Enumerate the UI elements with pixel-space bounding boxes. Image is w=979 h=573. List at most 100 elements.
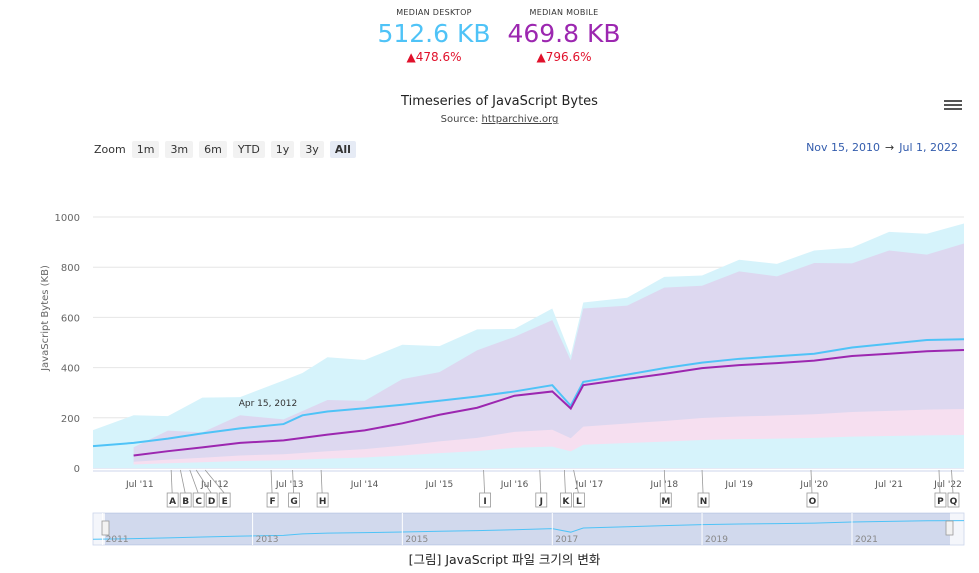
annotation-stem xyxy=(270,469,273,494)
annotation-letter: J xyxy=(539,497,543,507)
desktop-median-line xyxy=(92,338,965,448)
annotation-flag xyxy=(316,492,329,508)
annotation-stem xyxy=(195,469,212,494)
navigator-label: 2015 xyxy=(405,535,428,545)
annotation-stem xyxy=(563,469,566,494)
annotation-stem xyxy=(539,469,542,494)
annotation-stem xyxy=(189,469,199,494)
kpi-mobile: MEDIAN MOBILE 469.8 KB ▲796.6% xyxy=(484,8,644,64)
kpi-desktop: MEDIAN DESKTOP 512.6 KB ▲478.6% xyxy=(354,8,514,64)
chart-title: Timeseries of JavaScript Bytes xyxy=(401,94,598,109)
kpi-mobile-change: ▲796.6% xyxy=(536,50,592,64)
annotation-flag xyxy=(218,492,231,508)
annotation-stem xyxy=(663,469,666,494)
annotation-stem xyxy=(938,469,941,494)
range-from[interactable]: Nov 15, 2010 xyxy=(806,141,881,154)
annotation-stem xyxy=(701,469,704,494)
navigator-label: 2017 xyxy=(555,535,578,545)
x-tick-label: Jul '14 xyxy=(350,480,379,490)
annotation-letter: I xyxy=(483,497,486,507)
navigator-label: 2013 xyxy=(256,535,279,545)
x-tick-label: Jul '18 xyxy=(649,480,678,490)
x-tick-label: Jul '12 xyxy=(200,480,229,490)
annotation-letter: B xyxy=(182,497,189,507)
navigator-left-handle[interactable] xyxy=(101,520,110,536)
y-tick-label: 400 xyxy=(61,364,80,375)
annotation-flag xyxy=(559,492,572,508)
annotation-stem xyxy=(951,469,954,494)
x-tick-label: Jul '11 xyxy=(125,480,154,490)
annotation-flag xyxy=(179,492,192,508)
annotation-flag xyxy=(659,492,672,508)
annotation-letter: N xyxy=(700,497,708,507)
annotation-stem xyxy=(292,469,294,494)
annotation-stem xyxy=(204,469,225,494)
annotation-flag xyxy=(806,492,819,508)
zoom-controls: Zoom 1m 3m 6m YTD 1y 3y All xyxy=(94,140,362,158)
annotation-flag xyxy=(697,492,710,508)
y-tick-label: 800 xyxy=(61,263,80,274)
annotation-stem xyxy=(483,469,485,494)
x-tick-label: Jul '16 xyxy=(500,480,529,490)
annotation-flag xyxy=(166,492,179,508)
hamburger-menu-icon[interactable] xyxy=(944,98,962,114)
zoom-label: Zoom xyxy=(94,142,126,156)
annotation-letter: D xyxy=(208,497,215,507)
zoom-all-button[interactable]: All xyxy=(329,140,356,158)
annotation-flag xyxy=(192,492,205,508)
x-tick-label: Jul '17 xyxy=(575,480,604,490)
annotation-stem xyxy=(179,469,186,494)
y-tick-label: 1000 xyxy=(55,213,80,224)
annotation-stem xyxy=(170,469,173,494)
annotation-flag xyxy=(572,492,585,508)
x-tick-label: Jul '22 xyxy=(933,480,962,490)
x-tick-label: Jul '15 xyxy=(425,480,454,490)
zoom-6m-button[interactable]: 6m xyxy=(199,140,227,158)
annotation-letter: E xyxy=(222,497,228,507)
y-tick-label: 0 xyxy=(74,464,80,475)
subtitle-prefix: Source: xyxy=(440,114,482,125)
zoom-3y-button[interactable]: 3y xyxy=(300,140,324,158)
zoom-1m-button[interactable]: 1m xyxy=(131,140,160,158)
annotation-flag xyxy=(266,492,279,508)
annotation-flag xyxy=(288,492,300,508)
annotation-flag xyxy=(947,492,960,508)
annotation-letter: L xyxy=(576,497,582,507)
navigator-label: 2011 xyxy=(106,535,129,545)
y-axis-label: JavaScript Bytes (KB) xyxy=(40,265,51,372)
source-link[interactable]: httparchive.org xyxy=(481,114,559,125)
navigator-label: 2019 xyxy=(705,535,728,545)
kpi-desktop-change: ▲478.6% xyxy=(406,50,462,64)
figure-caption: [그림] JavaScript 파일 크기의 변화 xyxy=(408,552,601,567)
annotation-letter: H xyxy=(319,497,327,507)
mobile-percentile-band xyxy=(133,243,964,464)
zoom-ytd-button[interactable]: YTD xyxy=(232,140,265,158)
annotation-letter: A xyxy=(169,497,176,507)
x-tick-label: Jul '13 xyxy=(275,480,304,490)
x-tick-label: Jul '21 xyxy=(874,480,903,490)
annotation-letter: O xyxy=(809,497,817,507)
kpi-desktop-title: MEDIAN DESKTOP xyxy=(396,8,472,17)
range-to[interactable]: Jul 1, 2022 xyxy=(899,141,958,154)
annotation-flag xyxy=(535,492,548,508)
annotation-stem xyxy=(320,469,323,494)
x-tick-label: Jul '20 xyxy=(799,480,828,490)
y-tick-label: 600 xyxy=(61,313,80,324)
zoom-3m-button[interactable]: 3m xyxy=(165,140,194,158)
annotation-letter: G xyxy=(290,497,297,507)
date-range: Nov 15, 2010 → Jul 1, 2022 xyxy=(806,141,958,154)
kpi-desktop-value: 512.6 KB xyxy=(377,19,491,48)
navigator-label: 2021 xyxy=(855,535,878,545)
annotation-letter: P xyxy=(937,497,944,507)
chart-subtitle: Source: httparchive.org xyxy=(0,114,979,125)
kpi-mobile-title: MEDIAN MOBILE xyxy=(529,8,599,17)
annotation-flag xyxy=(934,492,947,508)
low-percentile-band xyxy=(133,409,964,465)
annotation-flag xyxy=(205,492,218,508)
range-arrow: → xyxy=(885,141,895,154)
zoom-1y-button[interactable]: 1y xyxy=(270,140,295,158)
annotation-stem xyxy=(810,469,813,494)
annotation-letter: C xyxy=(195,497,202,507)
navigator-right-handle[interactable] xyxy=(945,520,954,536)
